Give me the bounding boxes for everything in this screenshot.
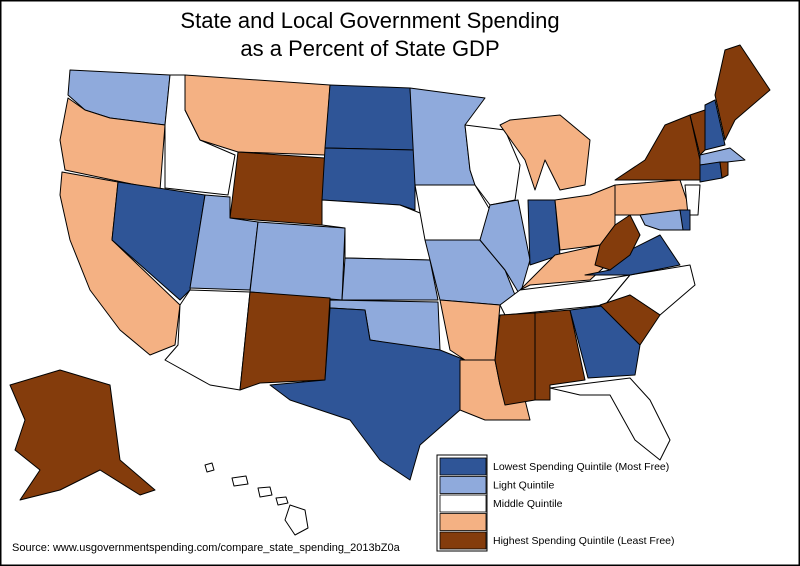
title-line: as a Percent of State GDP bbox=[240, 36, 499, 61]
state bbox=[594, 214, 641, 271]
state bbox=[231, 475, 249, 487]
state bbox=[679, 209, 691, 231]
state bbox=[549, 377, 671, 461]
state bbox=[204, 462, 215, 473]
state bbox=[284, 504, 309, 536]
state bbox=[639, 209, 686, 231]
state bbox=[414, 184, 491, 241]
state bbox=[341, 257, 439, 301]
states bbox=[9, 44, 771, 536]
state bbox=[275, 496, 289, 506]
state bbox=[257, 486, 273, 498]
legend-swatch bbox=[439, 457, 487, 476]
state bbox=[9, 369, 156, 501]
state bbox=[249, 221, 346, 301]
state bbox=[699, 147, 746, 166]
state bbox=[614, 114, 706, 181]
legend-frame bbox=[436, 454, 488, 552]
state bbox=[599, 294, 661, 346]
state bbox=[59, 97, 166, 191]
title-line: State and Local Government Spending bbox=[180, 8, 559, 33]
state bbox=[714, 44, 771, 141]
state bbox=[324, 84, 416, 151]
source: Source: www.usgovernmentspending.com/com… bbox=[12, 542, 401, 554]
legend-swatch bbox=[439, 494, 487, 513]
legend-label: Light Quintile bbox=[493, 479, 554, 491]
state bbox=[229, 151, 326, 226]
legend-swatch bbox=[439, 476, 487, 494]
legend-swatch bbox=[439, 531, 487, 550]
state bbox=[704, 99, 726, 151]
legend-label: Highest Spending Quintile (Least Free) bbox=[493, 535, 675, 547]
legend-swatch bbox=[439, 513, 487, 531]
legend: Lowest Spending Quintile (Most Free) Ligh… bbox=[439, 457, 675, 550]
state bbox=[111, 181, 206, 301]
state bbox=[269, 307, 466, 481]
legend-label: Middle Quintile bbox=[493, 498, 563, 510]
state bbox=[684, 184, 701, 216]
state bbox=[239, 291, 331, 391]
state bbox=[719, 161, 729, 179]
state bbox=[499, 114, 591, 191]
legend-label: Lowest Spending Quintile (Most Free) bbox=[493, 461, 669, 473]
state bbox=[699, 161, 723, 183]
